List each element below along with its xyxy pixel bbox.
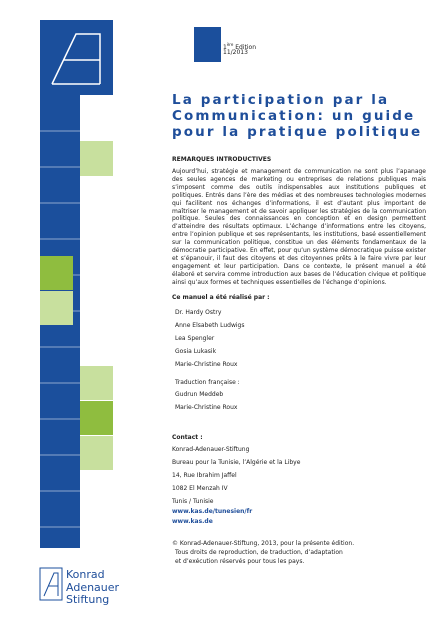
contact-line: Tunis / Tunisie xyxy=(172,498,214,505)
contact-line: Bureau pour la Tunisie, l’Algérie et la … xyxy=(172,459,301,466)
title-line: La participation par la xyxy=(172,92,390,108)
contact-heading: Contact : xyxy=(172,434,203,441)
edition-number: 1 xyxy=(223,44,227,51)
credits-heading: Ce manuel a été réalisé par : xyxy=(172,294,270,301)
translator: Gudrun Meddeb xyxy=(175,391,224,398)
title-line: Communication: un guide xyxy=(172,108,416,124)
edition-sup: ère xyxy=(226,42,234,47)
title: La participation par la Communication: u… xyxy=(172,92,422,140)
link[interactable]: www.kas.de/tunesien/fr xyxy=(172,508,253,515)
logo-text: Konrad Adenauer Stiftung xyxy=(66,568,120,607)
contact-line: 1082 El Menzah IV xyxy=(172,485,228,492)
edition-date: 11/2013 xyxy=(223,49,248,56)
author: Lea Spengler xyxy=(175,335,215,342)
logo-line: Stiftung xyxy=(66,593,110,606)
copyright-line: Tous droits de reproduction, de traducti… xyxy=(175,549,343,556)
author: Anne Elsabeth Ludwigs xyxy=(175,322,245,329)
author: Gosia Lukasik xyxy=(175,348,217,355)
intro-text: Aujourd’hui, stratégie et management de … xyxy=(172,168,426,286)
contact-line: Konrad-Adenauer-Stiftung xyxy=(172,446,250,453)
intro-heading: REMARQUES INTRODUCTIVES xyxy=(172,156,272,163)
translation-heading: Traduction française : xyxy=(175,379,240,386)
logo-line: Adenauer xyxy=(66,580,120,594)
copyright-line: et d’exécution réservés pour tous les pa… xyxy=(175,558,305,565)
edition-label: Edition xyxy=(235,44,256,51)
author: Dr. Hardy Ostry xyxy=(175,309,222,316)
link[interactable]: www.kas.de xyxy=(172,518,213,525)
translator: Marie-Christine Roux xyxy=(175,404,238,411)
edition: 1ère Edition xyxy=(223,41,256,51)
copyright-line: © Konrad-Adenauer-Stiftung, 2013, pour l… xyxy=(172,540,355,547)
author: Marie-Christine Roux xyxy=(175,361,238,368)
contact-line: 14, Rue Ibrahim Jaffel xyxy=(172,472,237,479)
logo-line: Konrad xyxy=(66,568,105,581)
title-line: pour la pratique politique xyxy=(172,124,423,140)
